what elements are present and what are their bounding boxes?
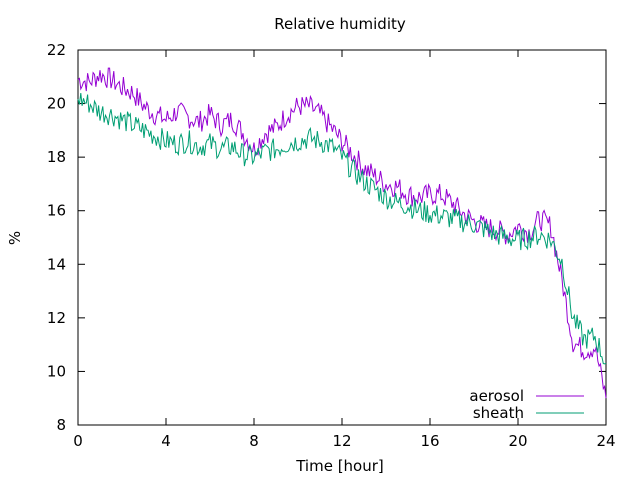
y-tick-label: 12 <box>47 309 66 327</box>
y-tick-label: 22 <box>47 41 66 59</box>
y-tick-label: 14 <box>47 255 66 273</box>
x-tick-label: 24 <box>596 432 615 450</box>
y-tick-label: 18 <box>47 148 66 166</box>
x-tick-label: 4 <box>161 432 171 450</box>
x-tick-label: 12 <box>332 432 351 450</box>
y-tick-label: 10 <box>47 362 66 380</box>
tick-labels: 0 4 8 12 16 20 24 8 10 12 14 16 18 20 22 <box>47 41 616 450</box>
x-tick-label: 16 <box>420 432 439 450</box>
y-tick-label: 20 <box>47 95 66 113</box>
x-tick-label: 0 <box>73 432 83 450</box>
y-axis-label: % <box>6 231 24 245</box>
legend-label-sheath: sheath <box>473 404 524 422</box>
chart-title: Relative humidity <box>274 15 406 33</box>
x-axis-label: Time [hour] <box>295 457 384 475</box>
series-lines <box>77 67 607 399</box>
legend-label-aerosol: aerosol <box>469 387 524 405</box>
x-tick-label: 20 <box>508 432 527 450</box>
series-line-sheath <box>77 93 607 365</box>
series-line-aerosol <box>77 67 607 399</box>
axis-ticks <box>77 49 607 426</box>
y-tick-label: 8 <box>56 416 66 434</box>
x-tick-label: 8 <box>249 432 259 450</box>
y-tick-label: 16 <box>47 202 66 220</box>
